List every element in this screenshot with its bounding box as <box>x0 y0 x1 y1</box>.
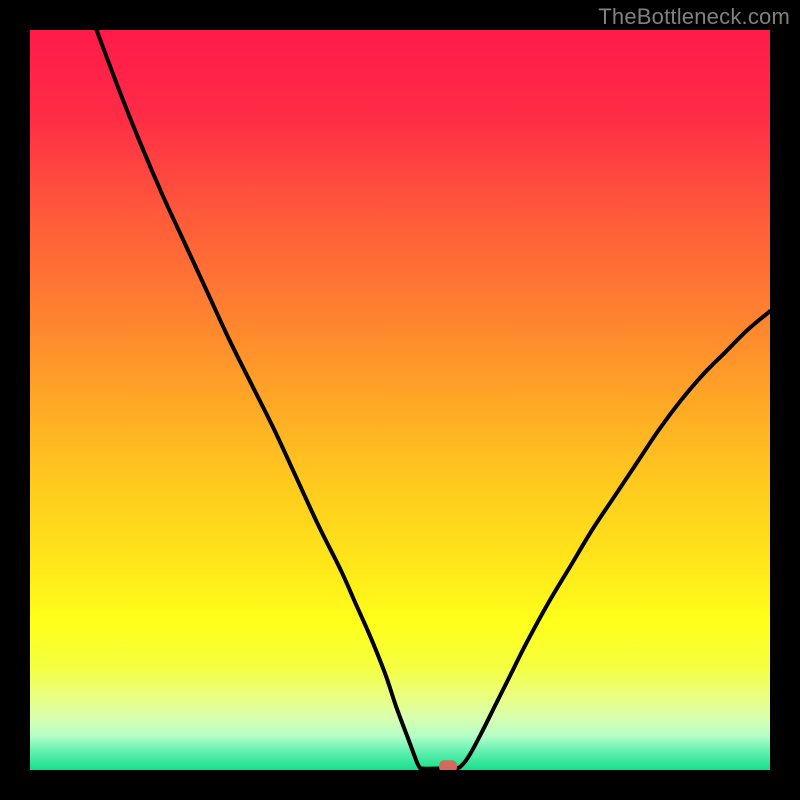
watermark-text: TheBottleneck.com <box>598 4 790 30</box>
bottleneck-chart <box>0 0 800 800</box>
chart-container: TheBottleneck.com <box>0 0 800 800</box>
